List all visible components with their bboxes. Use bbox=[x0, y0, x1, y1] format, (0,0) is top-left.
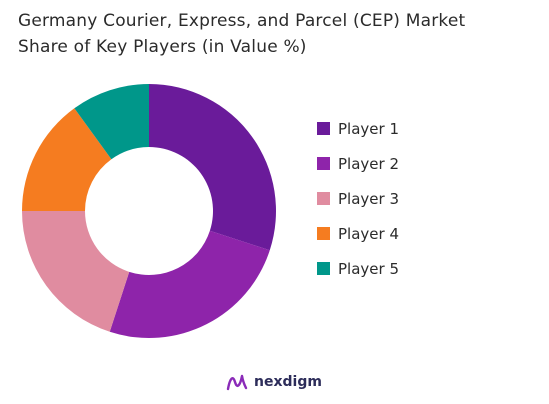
donut-slice-5 bbox=[74, 84, 149, 160]
legend-label-3: Player 3 bbox=[338, 190, 399, 208]
donut-slices bbox=[22, 84, 276, 339]
legend-label-5: Player 5 bbox=[338, 260, 399, 278]
chart-title: Germany Courier, Express, and Parcel (CE… bbox=[18, 8, 538, 60]
chart-title-line-2: Share of Key Players (in Value %) bbox=[18, 37, 307, 57]
donut-slice-1 bbox=[149, 84, 276, 251]
nexdigm-logo-icon bbox=[226, 374, 248, 391]
legend-label-2: Player 2 bbox=[338, 155, 399, 173]
chart-title-line-1: Germany Courier, Express, and Parcel (CE… bbox=[18, 11, 466, 31]
legend-swatch-4 bbox=[317, 227, 330, 240]
donut-slice-2 bbox=[109, 230, 270, 339]
chart-legend: Player 1 Player 2 Player 3 Player 4 Player 5 bbox=[317, 120, 399, 278]
legend-label-1: Player 1 bbox=[338, 120, 399, 138]
nexdigm-logo-text: nexdigm bbox=[254, 374, 322, 390]
donut-slice-3 bbox=[22, 211, 130, 332]
legend-swatch-5 bbox=[317, 262, 330, 275]
donut-slice-4 bbox=[22, 108, 112, 211]
legend-swatch-2 bbox=[317, 157, 330, 170]
nexdigm-logo: nexdigm bbox=[226, 370, 322, 394]
legend-label-4: Player 4 bbox=[338, 225, 399, 243]
legend-swatch-3 bbox=[317, 192, 330, 205]
legend-swatch-1 bbox=[317, 122, 330, 135]
